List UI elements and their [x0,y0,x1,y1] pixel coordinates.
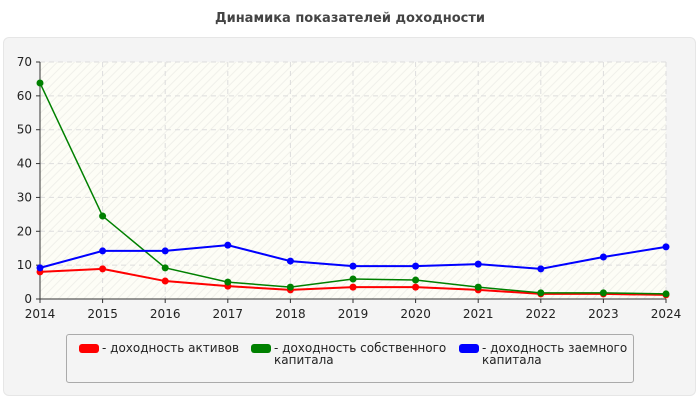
data-point [599,253,607,261]
legend-label: - доходность заемного капитала [482,341,628,367]
x-tick-label: 2014 [25,307,56,321]
legend-label: - доходность активов [102,341,240,355]
data-point [537,265,545,273]
legend-swatch [251,344,271,353]
x-tick-label: 2018 [275,307,306,321]
chart-title: Динамика показателей доходности [215,11,485,26]
x-tick-label: 2019 [338,307,369,321]
y-tick-label: 70 [17,55,32,69]
y-tick-label: 60 [17,89,32,103]
data-point [662,290,670,298]
data-point [412,276,420,284]
data-point [286,257,294,265]
legend-item-debt: - доходность заемного капитала [459,342,629,366]
data-point [474,260,482,268]
legend-swatch [79,344,99,353]
data-point [349,275,357,283]
data-point [36,264,44,272]
data-point [99,212,107,220]
legend: - доходность активов - доходность собств… [66,334,634,383]
y-tick-label: 30 [17,190,32,204]
data-point [161,277,169,285]
x-tick-label: 2022 [526,307,557,321]
y-tick-label: 40 [17,157,32,171]
data-point [161,264,169,272]
data-point [224,241,232,249]
legend-swatch [459,344,479,353]
data-point [474,283,482,291]
y-tick-label: 0 [24,292,32,306]
data-point [412,262,420,270]
data-point [224,278,232,286]
data-point [99,247,107,255]
data-point [161,247,169,255]
data-point [412,283,420,291]
data-point [349,283,357,291]
x-tick-label: 2015 [87,307,118,321]
legend-label: - доходность собственного капитала [274,341,447,367]
y-tick-label: 50 [17,123,32,137]
x-tick-label: 2023 [588,307,619,321]
x-tick-label: 2020 [400,307,431,321]
data-point [286,283,294,291]
x-tick-label: 2024 [651,307,682,321]
data-point [537,289,545,297]
legend-item-equity: - доходность собственного капитала [251,342,451,366]
data-point [662,243,670,251]
legend-item-assets: - доходность активов [79,342,249,354]
x-tick-label: 2021 [463,307,494,321]
y-tick-label: 10 [17,258,32,272]
x-tick-label: 2017 [213,307,244,321]
data-point [599,289,607,297]
x-tick-label: 2016 [150,307,181,321]
data-point [99,265,107,273]
y-tick-label: 20 [17,224,32,238]
data-point [349,262,357,270]
line-chart: 0 10 20 30 40 50 60 70 2014 2015 2016 2017 2018 2019 2… [17,55,682,321]
data-point [36,79,44,87]
